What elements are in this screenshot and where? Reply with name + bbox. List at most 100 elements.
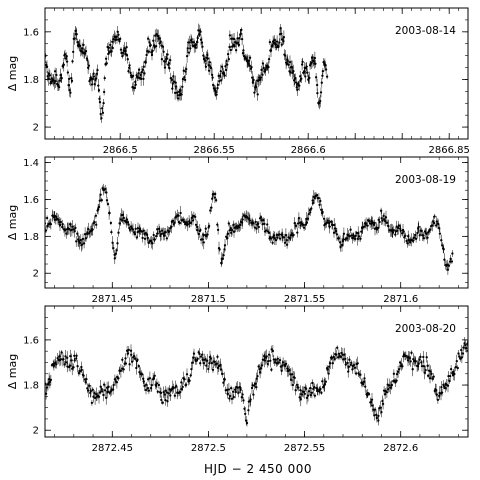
data-point (344, 357, 347, 361)
data-point (199, 355, 203, 358)
data-point (301, 223, 305, 226)
data-point (97, 89, 101, 92)
data-point (311, 202, 315, 205)
data-point (186, 223, 189, 226)
data-point (380, 410, 383, 414)
data-point (298, 84, 301, 87)
data-point (134, 83, 137, 86)
data-point (317, 197, 321, 200)
data-point (71, 225, 74, 228)
data-point (86, 387, 89, 390)
data-point (345, 237, 349, 240)
data-point (58, 355, 61, 358)
data-point (176, 97, 180, 100)
data-point (213, 196, 217, 199)
data-point (87, 64, 91, 67)
data-point (117, 377, 120, 380)
data-point (53, 70, 57, 73)
data-point (202, 361, 205, 365)
data-point (206, 57, 210, 60)
data-point (264, 229, 268, 232)
data-point (90, 83, 94, 86)
data-point (339, 355, 343, 359)
data-point (351, 368, 354, 371)
data-point (461, 352, 465, 355)
data-point (284, 234, 288, 237)
data-point (353, 366, 357, 369)
data-point (154, 44, 158, 48)
data-point (299, 388, 302, 392)
x-tick-label: 2866.85 (429, 145, 470, 156)
data-point (191, 219, 195, 222)
data-point (171, 82, 174, 85)
data-point (170, 387, 174, 391)
data-point (65, 55, 68, 58)
data-point (417, 225, 420, 229)
data-point (221, 372, 224, 376)
data-point (428, 377, 432, 380)
data-point (66, 356, 69, 359)
data-point (318, 203, 321, 207)
data-point (309, 386, 312, 390)
data-point (117, 231, 120, 234)
data-point (142, 229, 145, 232)
data-point (92, 72, 95, 75)
data-point (225, 68, 228, 72)
data-point (245, 57, 248, 60)
data-point (110, 50, 113, 53)
data-point (97, 395, 101, 398)
data-point (396, 229, 399, 232)
data-point (210, 206, 213, 209)
data-point (166, 400, 169, 403)
data-point (157, 383, 161, 387)
data-point (431, 224, 434, 227)
x-tick-label: 2872.55 (284, 443, 325, 454)
data-point (269, 359, 272, 362)
data-point (449, 257, 452, 260)
data-point (67, 77, 71, 81)
data-point (143, 237, 147, 240)
data-point (350, 234, 353, 237)
data-point (437, 222, 440, 226)
data-point (449, 367, 453, 371)
data-point (205, 364, 208, 367)
data-point (384, 216, 388, 219)
data-point (375, 228, 379, 231)
data-point (168, 67, 171, 70)
data-point (438, 394, 441, 397)
data-point (251, 384, 254, 387)
data-point (171, 87, 174, 90)
data-point (186, 47, 189, 50)
data-point (132, 231, 136, 234)
data-point (156, 228, 159, 231)
data-point (115, 249, 118, 252)
data-point (267, 360, 270, 363)
data-point (207, 224, 211, 228)
data-point (255, 385, 258, 389)
data-point (270, 368, 273, 371)
data-point (330, 356, 333, 360)
data-point (378, 220, 381, 224)
x-tick-label: 2872.45 (92, 443, 133, 454)
data-point (60, 77, 63, 80)
data-point (266, 223, 269, 226)
data-point (286, 367, 289, 370)
data-point (214, 199, 218, 202)
data-point (75, 33, 78, 36)
data-point (201, 353, 204, 356)
y-ticks: 1.6 1.8 2 (23, 7, 468, 134)
data-point (315, 83, 319, 87)
data-point (130, 360, 134, 363)
data-point (72, 228, 75, 231)
data-point (91, 388, 94, 391)
data-point (196, 36, 199, 40)
y-tick-label: 2 (33, 123, 39, 134)
data-point (314, 62, 317, 65)
data-point (226, 237, 229, 240)
data-point (248, 219, 252, 222)
data-point (62, 63, 65, 66)
data-point (311, 199, 314, 202)
data-point (285, 238, 289, 242)
data-point (331, 362, 334, 365)
data-point (228, 34, 232, 37)
